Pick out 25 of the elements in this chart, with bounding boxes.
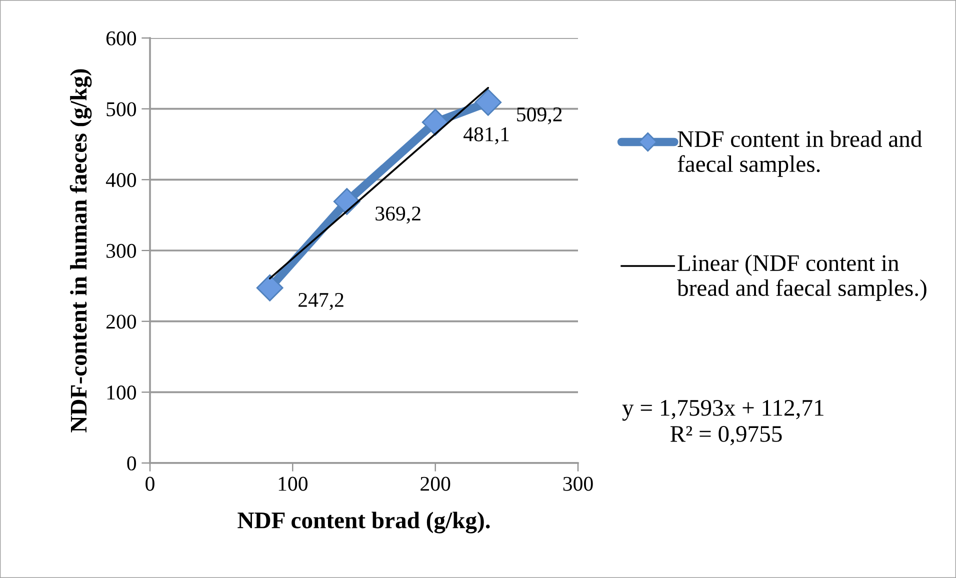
data-label: 247,2 [298, 293, 344, 310]
y-tick-label: 500 [106, 102, 136, 116]
y-axis-title: NDF-content in human faeces (g/kg) [70, 69, 92, 432]
x-tick-label: 300 [563, 476, 593, 491]
y-tick-label: 200 [106, 314, 136, 329]
point [474, 88, 502, 116]
y-tick-label: 600 [106, 31, 136, 46]
point [422, 108, 449, 136]
point [256, 274, 284, 302]
data-label: 481,1 [464, 127, 509, 144]
x-tick-label: 200 [420, 476, 450, 491]
text: R² = 0,9755 [670, 426, 782, 446]
data-label: 369,2 [376, 206, 420, 224]
y-tick-label: 0 [127, 456, 136, 470]
x-tick-label: 100 [278, 476, 308, 491]
legend-label: Linear (NDF content in bread and faecal samples.) [677, 254, 926, 301]
point [333, 188, 360, 215]
legend-label: NDF content in bread and faecal samples. [678, 130, 922, 177]
y-tick-label: 300 [106, 244, 136, 258]
text: y = 1,7593x + 112,71 [622, 400, 824, 421]
x-tick-label: 0 [146, 476, 154, 491]
y-tick-label: 100 [107, 386, 136, 400]
data-label: 509,2 [517, 107, 562, 124]
y-tick-label: 400 [106, 173, 136, 188]
x-axis-title: NDF content brad (g/kg). [238, 512, 490, 534]
